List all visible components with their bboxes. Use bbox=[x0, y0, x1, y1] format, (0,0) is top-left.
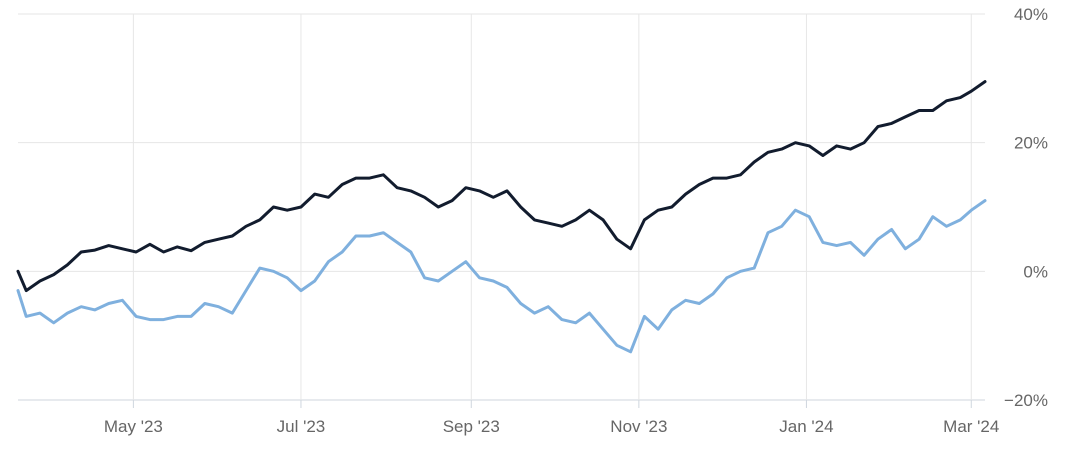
series-layer bbox=[16, 80, 987, 354]
gridlines bbox=[18, 13, 985, 401]
axes: 40% 20% 0% −20% May '23 Jul '23 Sep '23 Nov '23… bbox=[104, 5, 1048, 436]
x-tick-label: Nov '23 bbox=[610, 417, 667, 436]
x-tick-label: Jul '23 bbox=[277, 417, 326, 436]
x-tick-label: May '23 bbox=[104, 417, 163, 436]
x-tick-label: Jan '24 bbox=[779, 417, 833, 436]
x-tick-label: Mar '24 bbox=[943, 417, 999, 436]
series-line-1 bbox=[16, 80, 987, 293]
y-tick-label: 0% bbox=[1023, 262, 1048, 281]
y-tick-label: 20% bbox=[1014, 134, 1048, 153]
y-tick-label: −20% bbox=[1004, 391, 1048, 410]
x-tick-label: Sep '23 bbox=[443, 417, 500, 436]
y-tick-label: 40% bbox=[1014, 5, 1048, 24]
series-line-2 bbox=[16, 199, 987, 354]
